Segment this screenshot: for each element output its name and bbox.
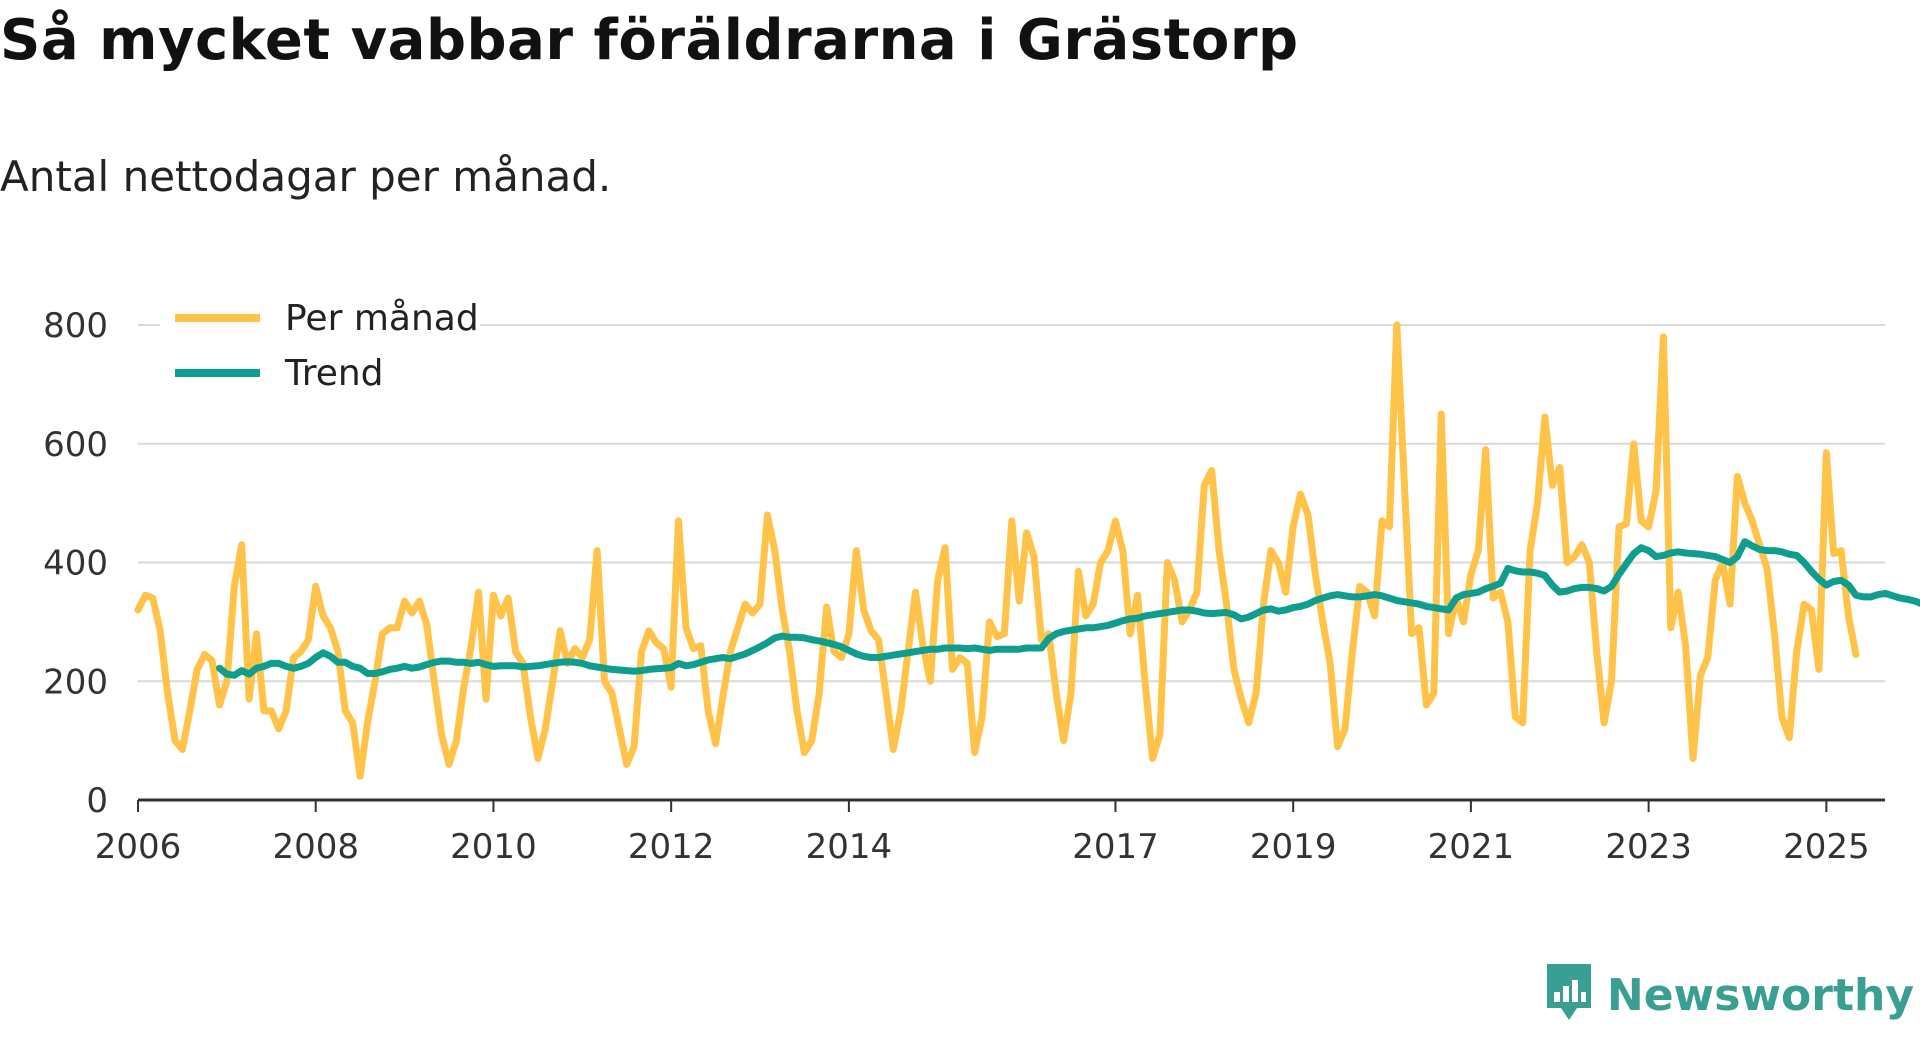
brand-logo: Newsworthy [1543,962,1914,1028]
legend-label-monthly: Per månad [285,298,479,339]
chart-subtitle: Antal nettodagar per månad. [0,152,612,201]
legend-background [160,290,480,400]
x-tick-label-2021: 2021 [1428,827,1515,867]
y-tick-label-800: 800 [43,306,108,346]
y-tick-label-400: 400 [43,544,108,584]
legend: Per månad Trend [160,290,480,400]
series-line-trend [216,538,1920,679]
x-tick-label-2019: 2019 [1250,827,1337,867]
x-tick-label-2017: 2017 [1072,827,1159,867]
series-group [134,321,1920,780]
x-tick-label-2023: 2023 [1605,827,1692,867]
y-tick-label-600: 600 [43,425,108,465]
y-axis-ticks: 0 200 400 600 800 [43,306,108,821]
series-line-per-manad [134,321,1860,780]
bar-chart-icon [1543,962,1595,1028]
x-tick-label-2008: 2008 [272,827,359,867]
y-tick-label-200: 200 [43,662,108,702]
x-tick-label-2014: 2014 [806,827,893,867]
chart-title: Så mycket vabbar föräldrarna i Grästorp [0,8,1299,73]
x-tick-label-2025: 2025 [1783,827,1870,867]
brand-name: Newsworthy [1606,969,1914,1021]
x-axis: 2006 2008 2010 2012 2014 2017 2019 2021 2023 2025 [95,798,1885,867]
x-tick-label-2006: 2006 [95,827,182,867]
x-tick-label-2010: 2010 [450,827,537,867]
y-tick-label-0: 0 [86,781,108,821]
x-tick-label-2012: 2012 [628,827,715,867]
legend-label-trend: Trend [284,353,384,394]
